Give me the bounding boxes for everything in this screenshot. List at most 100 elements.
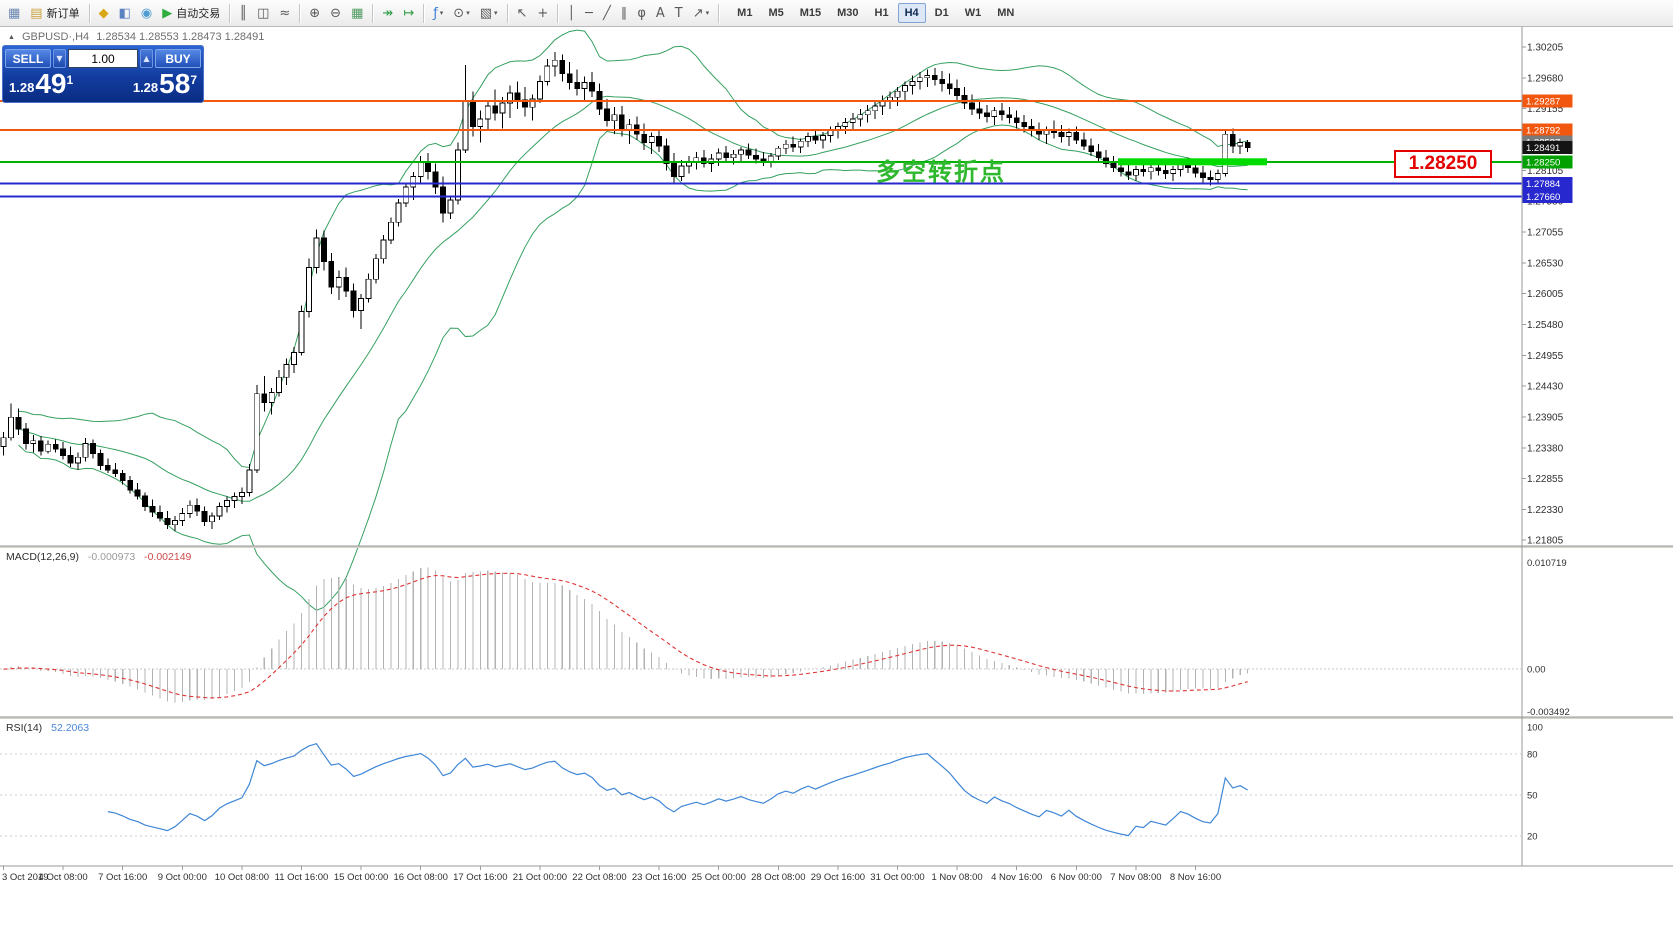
svg-text:1.26530: 1.26530 — [1527, 258, 1564, 269]
navigator-icon[interactable]: ◉ — [137, 2, 156, 25]
ohlc-values: 1.28534 1.28553 1.28473 1.28491 — [96, 31, 265, 43]
timeframe-mn[interactable]: MN — [997, 7, 1015, 19]
fibonacci-icon[interactable]: φ — [633, 2, 650, 25]
svg-text:21 Oct 00:00: 21 Oct 00:00 — [513, 872, 567, 883]
timeframe-group: M1 M5 M15 M30 H1 H4 D1 W1 MN — [729, 3, 1022, 23]
periods-icon: ⊙ — [453, 5, 465, 21]
timeframe-h1[interactable]: H1 — [874, 7, 889, 19]
text-label-icon: T — [674, 5, 683, 21]
candlestick-chart-icon[interactable]: ◫ — [253, 2, 273, 25]
buy-price-prefix: 1.28 — [132, 80, 159, 95]
timeframe-m15[interactable]: M15 — [799, 7, 822, 19]
crosshair-icon: + — [537, 5, 549, 21]
price-scale[interactable]: 1.302051.296801.291551.286301.281051.275… — [1521, 27, 1573, 866]
chart-shift-icon[interactable]: ↦ — [399, 2, 418, 25]
arrows-icon[interactable]: ↗ ▾ — [689, 2, 713, 25]
price-callout-box[interactable]: 1.28250 — [1394, 150, 1492, 178]
svg-text:1.21805: 1.21805 — [1527, 536, 1564, 547]
svg-text:1.28792: 1.28792 — [1526, 125, 1560, 136]
svg-text:1.27055: 1.27055 — [1527, 227, 1564, 238]
zoom-out-icon[interactable]: ⊖ — [326, 2, 345, 25]
text-label-icon[interactable]: T — [671, 2, 687, 25]
svg-text:17 Oct 16:00: 17 Oct 16:00 — [453, 872, 507, 883]
new-order-icon: ▤ — [30, 5, 43, 21]
line-chart-icon: ≈ — [279, 5, 291, 21]
tile-windows-icon: ▦ — [351, 5, 364, 21]
thick-green-level-segment[interactable] — [1118, 158, 1267, 166]
svg-text:16 Oct 08:00: 16 Oct 08:00 — [393, 872, 447, 883]
data-window-icon[interactable]: ◧ — [115, 2, 135, 25]
svg-text:1.26005: 1.26005 — [1527, 289, 1564, 300]
one-click-trading-panel: SELL ▼ ▲ BUY 1.28 49 1 1.28 58 7 — [2, 45, 204, 103]
volume-decrease-button[interactable]: ▼ — [53, 49, 66, 68]
toolbar-separator — [557, 3, 559, 23]
svg-text:1.27660: 1.27660 — [1526, 192, 1560, 203]
svg-text:31 Oct 00:00: 31 Oct 00:00 — [870, 872, 924, 883]
templates-icon[interactable]: ▧ ▾ — [476, 2, 502, 25]
navigator-icon: ◉ — [140, 5, 153, 21]
buy-button[interactable]: BUY — [155, 49, 201, 68]
autotrading-icon: ▶ — [162, 5, 173, 21]
horizontal-lines[interactable] — [0, 99, 1522, 198]
rsi-name: RSI(14) — [6, 722, 43, 734]
timeframe-m5[interactable]: M5 — [768, 7, 784, 19]
svg-text:80: 80 — [1527, 750, 1538, 761]
macd-indicator-label: MACD(12,26,9) -0.000973 -0.002149 — [6, 551, 191, 563]
auto-scroll-icon[interactable]: ↠ — [378, 2, 397, 25]
collapse-triangle-icon[interactable]: ▲ — [8, 33, 15, 41]
channel-icon[interactable]: ∥ — [617, 2, 632, 25]
svg-text:7 Oct 16:00: 7 Oct 16:00 — [98, 872, 147, 883]
svg-text:1.23380: 1.23380 — [1527, 443, 1564, 454]
svg-text:4 Oct 08:00: 4 Oct 08:00 — [39, 872, 88, 883]
indicators-icon[interactable]: ƒ ▾ — [429, 2, 447, 25]
dropdown-caret-icon: ▾ — [494, 9, 498, 17]
new-window-icon[interactable]: ▦ — [4, 2, 24, 25]
horizontal-line-icon[interactable]: ─ — [581, 2, 597, 25]
timeframe-d1[interactable]: D1 — [934, 7, 949, 19]
crosshair-icon[interactable]: + — [533, 2, 552, 25]
rsi-value: 52.2063 — [51, 722, 90, 734]
sell-button[interactable]: SELL — [5, 49, 51, 68]
chart-annotation-text[interactable]: 多空转折点 — [876, 159, 1006, 186]
vertical-line-icon[interactable]: │ — [563, 2, 579, 25]
trendline-icon[interactable]: ╱ — [599, 2, 615, 25]
bar-chart-icon[interactable]: ║ — [235, 2, 251, 25]
volume-input[interactable] — [68, 49, 138, 68]
svg-text:11 Oct 16:00: 11 Oct 16:00 — [275, 872, 329, 883]
market-watch-icon: ◆ — [98, 5, 109, 21]
toolbar: ▦ ▤ 新订单 ◆ ◧ ◉ ▶ 自动交易 ║ ◫ ≈ ⊕ ⊖ ▦ ↠ ↦ ƒ ▾ ⊙ ▾ ▧ ▾ ↖ + │ ─ ╱ ∥ φ A T ↗ ▾ M1… — [0, 0, 1673, 27]
volume-increase-button[interactable]: ▲ — [140, 49, 153, 68]
text-icon[interactable]: A — [652, 2, 669, 25]
svg-text:1 Nov 08:00: 1 Nov 08:00 — [931, 872, 982, 883]
periods-icon[interactable]: ⊙ ▾ — [449, 2, 473, 25]
svg-text:1.24430: 1.24430 — [1527, 382, 1564, 393]
buy-price-point: 7 — [190, 73, 197, 87]
svg-text:1.24955: 1.24955 — [1527, 351, 1564, 362]
line-chart-icon[interactable]: ≈ — [275, 2, 294, 25]
market-watch-icon[interactable]: ◆ — [95, 2, 113, 25]
timeframe-m1[interactable]: M1 — [737, 7, 753, 19]
timeframe-w1[interactable]: W1 — [964, 7, 982, 19]
cursor-icon[interactable]: ↖ — [513, 2, 532, 25]
zoom-in-icon: ⊕ — [309, 5, 321, 21]
bollinger-bands — [18, 29, 1248, 611]
new-order-button[interactable]: ▤ 新订单 — [26, 2, 83, 25]
tile-windows-icon[interactable]: ▦ — [347, 2, 367, 25]
templates-icon: ▧ — [479, 5, 492, 21]
timeframe-m30[interactable]: M30 — [837, 7, 859, 19]
svg-text:20: 20 — [1527, 831, 1538, 842]
dropdown-caret-icon: ▾ — [705, 9, 710, 17]
zoom-in-icon[interactable]: ⊕ — [305, 2, 324, 25]
svg-text:1.30205: 1.30205 — [1527, 43, 1564, 54]
svg-text:1.29287: 1.29287 — [1526, 96, 1560, 107]
svg-text:0.00: 0.00 — [1527, 665, 1546, 676]
timeframe-h4[interactable]: H4 — [897, 3, 926, 23]
toolbar-separator — [229, 3, 231, 23]
autotrading-button[interactable]: ▶ 自动交易 — [158, 2, 224, 25]
candlestick-chart-icon: ◫ — [257, 5, 270, 21]
macd-signal-value: -0.002149 — [144, 551, 192, 563]
bar-chart-icon: ║ — [239, 5, 248, 21]
